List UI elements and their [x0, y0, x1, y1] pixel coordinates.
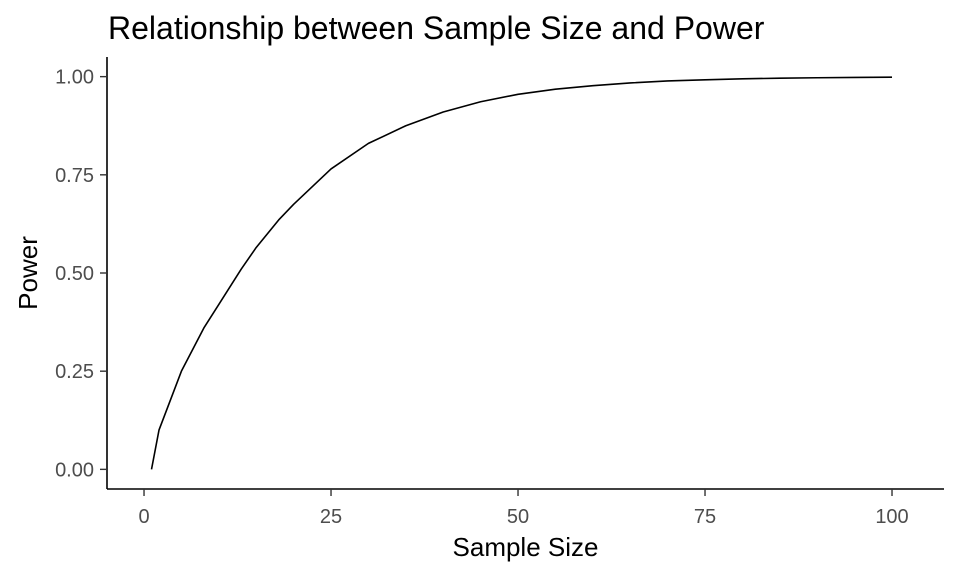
- series-line: [150, 76, 893, 470]
- x-tick-label: 50: [507, 506, 529, 528]
- x-tick-label: 100: [875, 506, 908, 528]
- x-tick-label: 75: [694, 506, 716, 528]
- y-axis-title: Power: [13, 236, 43, 310]
- x-tick-label: 0: [138, 506, 149, 528]
- y-tick-label: 0.50: [55, 263, 94, 285]
- x-axis-title: Sample Size: [453, 532, 599, 562]
- y-tick-label: 1.00: [55, 67, 94, 89]
- x-tick-label: 25: [320, 506, 342, 528]
- axes: [106, 57, 944, 490]
- chart-title: Relationship between Sample Size and Pow…: [108, 10, 765, 46]
- x-axis-ticks: 0 25 50 75 100: [138, 489, 909, 528]
- y-axis-ticks: 0.00 0.25 0.50 0.75 1.00: [55, 67, 107, 481]
- y-tick-label: 0.25: [55, 361, 94, 383]
- y-tick-label: 0.75: [55, 165, 94, 187]
- y-tick-label: 0.00: [55, 459, 94, 481]
